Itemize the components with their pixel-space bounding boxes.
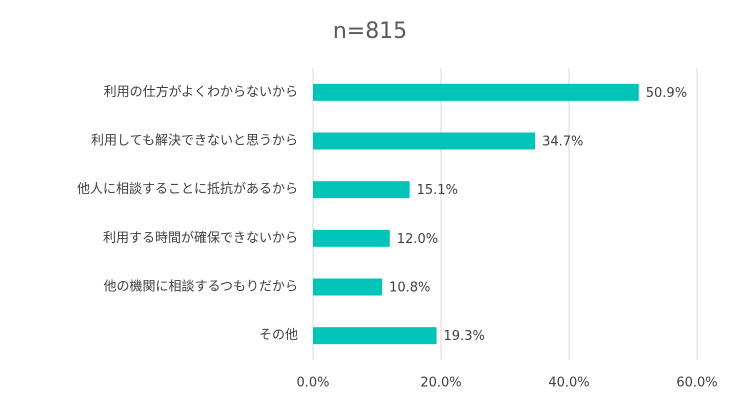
bar (313, 132, 536, 150)
bar (313, 278, 383, 296)
bar (313, 229, 390, 247)
bar (313, 181, 410, 199)
value-label: 19.3% (444, 329, 485, 344)
value-label: 12.0% (397, 232, 438, 247)
value-label: 15.1% (417, 183, 458, 198)
y-tick-label: 他人に相談することに抵抗があるから (77, 181, 298, 197)
y-tick-label: 他の機関に相談するつもりだから (104, 279, 298, 295)
y-tick-label: 利用しても解決できないと思うから (91, 134, 298, 149)
y-tick-label: 利用の仕方がよくわからないから (104, 84, 298, 100)
x-tick-label: 60.0% (676, 376, 717, 391)
bar (313, 83, 639, 101)
x-tick-label: 40.0% (548, 376, 589, 391)
bar (313, 327, 437, 345)
x-tick-label: 20.0% (420, 376, 461, 391)
value-label: 34.7% (542, 135, 583, 150)
value-label: 50.9% (646, 86, 687, 101)
y-tick-label: 利用する時間が確保できないから (103, 230, 298, 246)
y-tick-label: その他 (259, 328, 298, 343)
chart-title: n=815 (333, 19, 407, 44)
x-tick-label: 0.0% (296, 376, 329, 391)
value-label: 10.8% (389, 281, 430, 296)
